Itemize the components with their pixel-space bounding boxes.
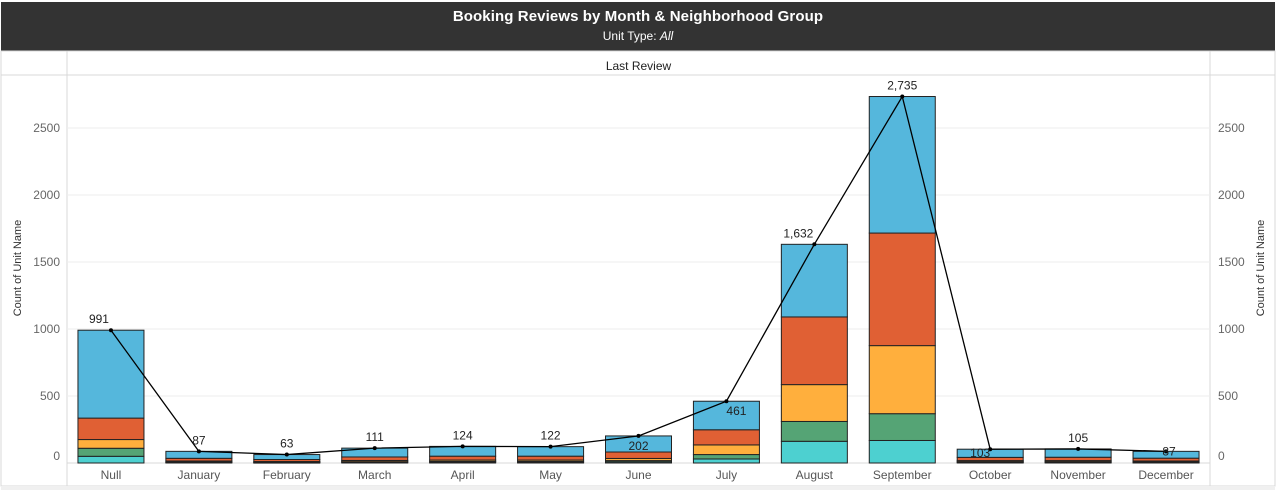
bar-segment[interactable] xyxy=(605,451,672,459)
x-tick-label: October xyxy=(969,468,1012,482)
stacked-bars xyxy=(77,96,1200,464)
y-axis-title-left: Count of Unit Name xyxy=(12,220,24,317)
chart-title: Booking Reviews by Month & Neighborhood … xyxy=(452,8,824,25)
y-tick-label-left: 2500 xyxy=(33,121,60,135)
y-axis-title-right: Count of Unit Name xyxy=(1255,220,1267,317)
facet-label: Last Review xyxy=(606,59,672,73)
bar-segment[interactable] xyxy=(868,439,936,464)
x-tick-label: August xyxy=(796,468,834,482)
bar-total-label: 87 xyxy=(1162,444,1176,458)
line-point[interactable] xyxy=(548,444,553,449)
bar-segment[interactable] xyxy=(77,439,145,449)
bar-segment[interactable] xyxy=(780,440,848,464)
subtitle-prefix: Unit Type: xyxy=(602,29,660,43)
line-point[interactable] xyxy=(196,449,201,454)
bar-segment[interactable] xyxy=(868,232,936,347)
x-tick-label: July xyxy=(716,468,737,482)
x-tick-label: March xyxy=(358,468,391,482)
unit-type-filter-value[interactable]: All xyxy=(659,29,674,43)
x-tick-label: April xyxy=(451,468,475,482)
bar-segment[interactable] xyxy=(341,456,409,461)
y-tick-label-left: 500 xyxy=(40,389,60,403)
bar-segment[interactable] xyxy=(77,447,145,457)
x-tick-label: February xyxy=(263,468,311,482)
bar-segment[interactable] xyxy=(868,413,936,441)
y-tick-label-right: 2000 xyxy=(1218,188,1245,202)
y-tick-label-right: 1000 xyxy=(1218,322,1245,336)
bar-segment[interactable] xyxy=(692,458,760,464)
bar-total-label: 991 xyxy=(89,312,109,326)
line-point[interactable] xyxy=(812,242,817,247)
y-tick-label-right: 1500 xyxy=(1218,255,1245,269)
bar-total-label: 122 xyxy=(541,429,561,443)
bar-segment[interactable] xyxy=(692,400,760,431)
bar-segment[interactable] xyxy=(77,329,145,419)
bar-total-label: 111 xyxy=(366,430,385,444)
line-point[interactable] xyxy=(372,446,377,451)
line-point[interactable] xyxy=(1076,446,1081,451)
line-point[interactable] xyxy=(108,328,113,333)
line-point[interactable] xyxy=(284,452,289,457)
bar-total-label: 105 xyxy=(1068,431,1088,445)
bar-total-label: 202 xyxy=(628,439,648,453)
bar-segment[interactable] xyxy=(780,384,848,422)
bar-total-label: 461 xyxy=(726,404,746,418)
y-tick-label-right: 2500 xyxy=(1218,121,1245,135)
bar-segment[interactable] xyxy=(692,429,760,446)
y-tick-label-left: 1500 xyxy=(33,255,60,269)
horizontal-scrollbar[interactable] xyxy=(1,486,1275,490)
data-labels: 991 87 63 111 124 122 202 461 1,632 2,735 103 105 87 xyxy=(89,79,1176,461)
bar-segment[interactable] xyxy=(1044,456,1112,462)
line-point[interactable] xyxy=(1164,449,1169,454)
y-tick-label-right: 0 xyxy=(1218,449,1225,463)
y-tick-label-left: 1000 xyxy=(33,322,60,336)
axis-labels: 0 0 500 500 1000 1000 1500 1500 2000 2000 2500 2500… xyxy=(33,121,1245,482)
x-tick-label: December xyxy=(1138,468,1193,482)
bar-segment[interactable] xyxy=(780,316,848,386)
bar-segment[interactable] xyxy=(780,243,848,318)
line-point[interactable] xyxy=(900,94,905,99)
bar-total-label: 103 xyxy=(970,446,990,460)
y-tick-label-left: 2000 xyxy=(33,188,60,202)
bar-segment[interactable] xyxy=(517,455,585,461)
bar-segment[interactable] xyxy=(692,454,760,460)
bar-total-label: 2,735 xyxy=(887,79,917,93)
line-point[interactable] xyxy=(988,447,993,452)
line-point[interactable] xyxy=(636,433,641,438)
gridlines xyxy=(67,127,1210,397)
bar-segment[interactable] xyxy=(77,455,145,464)
bar-segment[interactable] xyxy=(780,420,848,442)
bar-segment[interactable] xyxy=(429,455,497,461)
x-tick-label: January xyxy=(178,468,221,482)
line-point[interactable] xyxy=(460,444,465,449)
y-tick-label-left: 0 xyxy=(53,449,60,463)
chart-subtitle: Unit Type: All xyxy=(1,29,1275,43)
bar-segment[interactable] xyxy=(692,444,760,456)
chart-frame xyxy=(0,50,1276,487)
dashboard-header: Booking Reviews by Month & Neighborhood … xyxy=(1,2,1275,51)
x-tick-label: November xyxy=(1050,468,1105,482)
x-tick-label: May xyxy=(539,468,562,482)
bar-segment[interactable] xyxy=(868,345,936,415)
x-tick-label: Null xyxy=(101,468,122,482)
line-point[interactable] xyxy=(724,399,729,404)
x-tick-label: June xyxy=(625,468,651,482)
total-line xyxy=(108,94,1169,457)
y-tick-label-right: 500 xyxy=(1218,389,1238,403)
bar-total-label: 124 xyxy=(453,428,473,442)
bar-total-label: 63 xyxy=(280,437,294,451)
x-tick-label: September xyxy=(873,468,932,482)
bar-total-label: 87 xyxy=(192,433,206,447)
bar-segment[interactable] xyxy=(868,96,936,234)
bar-total-label: 1,632 xyxy=(783,226,813,240)
bar-segment[interactable] xyxy=(77,417,145,441)
